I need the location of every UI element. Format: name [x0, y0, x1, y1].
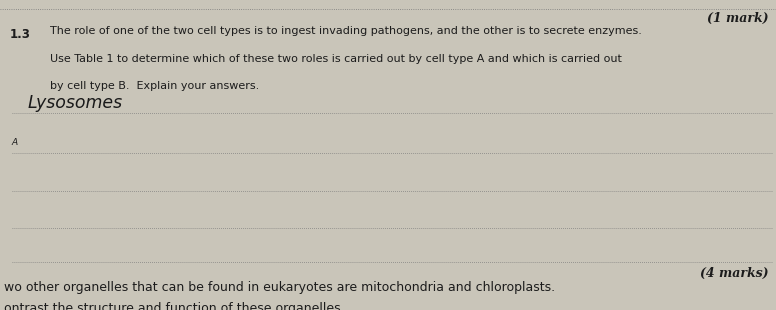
Text: Lysosomes: Lysosomes	[27, 94, 123, 112]
Text: wo other organelles that can be found in eukaryotes are mitochondria and chlorop: wo other organelles that can be found in…	[4, 281, 555, 294]
Text: by cell type B.  Explain your answers.: by cell type B. Explain your answers.	[50, 81, 260, 91]
Text: (1 mark): (1 mark)	[707, 12, 768, 25]
Text: (4 marks): (4 marks)	[700, 267, 768, 280]
Text: 1.3: 1.3	[9, 28, 30, 41]
Text: The role of one of the two cell types is to ingest invading pathogens, and the o: The role of one of the two cell types is…	[50, 26, 643, 36]
Text: ontrast the structure and function of these organelles.: ontrast the structure and function of th…	[4, 302, 345, 310]
Text: A: A	[12, 138, 18, 147]
Text: Use Table 1 to determine which of these two roles is carried out by cell type A : Use Table 1 to determine which of these …	[50, 54, 622, 64]
